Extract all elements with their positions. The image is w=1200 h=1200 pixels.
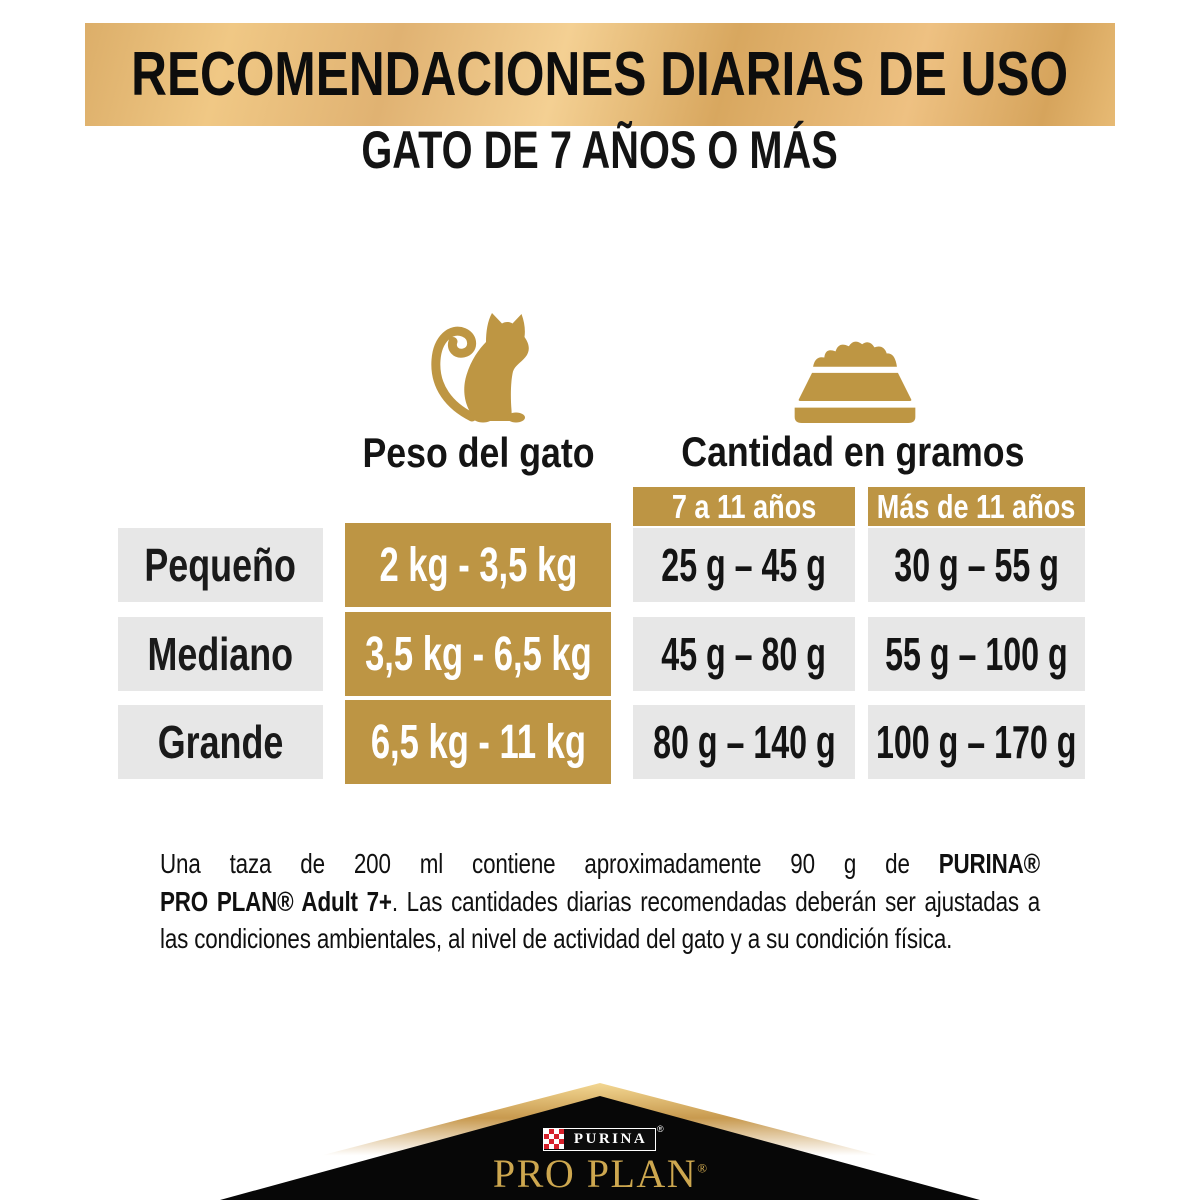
weight-column-header-label: Peso del gato [362, 429, 596, 476]
age-column-11-plus: Más de 11 años [868, 487, 1085, 526]
table-row-1-size-cell: Pequeño [118, 528, 323, 602]
page-subtitle: GATO DE 7 AÑOS O MÁS [361, 120, 839, 180]
serving-note-line-1: Una taza de 200 ml contiene aproximadame… [160, 845, 1040, 883]
row-3-size-label: Grande [157, 716, 284, 768]
note-text: . Las cantidades diarias recomendadas de… [391, 885, 1041, 917]
table-row-3-size-cell: Grande [118, 705, 323, 779]
row-3-amount-11-plus-value: 100 g – 170 g [876, 716, 1077, 768]
proplan-registered-mark: ® [697, 1160, 708, 1176]
table-row-3-amount-7-11-cell: 80 g – 140 g [633, 705, 855, 779]
age-column-7-11: 7 a 11 años [633, 487, 855, 526]
weight-column-header: Peso del gato [329, 429, 629, 476]
subtitle-row: GATO DE 7 AÑOS O MÁS [0, 120, 1200, 180]
table-row-2-amount-11-plus-cell: 55 g – 100 g [868, 617, 1085, 691]
table-row-1-amount-11-plus-cell: 30 g – 55 g [868, 528, 1085, 602]
brand-proplan-text: PRO PLAN® Adult 7+ [160, 885, 392, 917]
row-3-weight-value: 6,5 kg - 11 kg [370, 715, 586, 769]
purina-logo: PURINA [543, 1128, 656, 1151]
serving-note-line-3: las condiciones ambientales, al nivel de… [160, 923, 953, 954]
table-row-2-weight-cell: 3,5 kg - 6,5 kg [345, 612, 611, 696]
row-2-amount-11-plus-value: 55 g – 100 g [885, 628, 1068, 680]
serving-note-line-2: PRO PLAN® Adult 7+. Las cantidades diari… [160, 883, 1040, 921]
row-3-amount-7-11-value: 80 g – 140 g [652, 716, 836, 768]
table-row-3-amount-11-plus-cell: 100 g – 170 g [868, 705, 1085, 779]
table-row-2-amount-7-11-cell: 45 g – 80 g [633, 617, 855, 691]
row-2-weight-value: 3,5 kg - 6,5 kg [364, 627, 592, 681]
food-bowl-icon [794, 341, 916, 423]
age-column-11-plus-label: Más de 11 años [877, 487, 1076, 525]
row-1-size-label: Pequeño [144, 539, 297, 591]
age-column-7-11-label: 7 a 11 años [671, 487, 817, 525]
proplan-text: PRO PLAN [492, 1151, 698, 1196]
purina-checkerboard-icon [544, 1129, 564, 1149]
row-2-size-label: Mediano [147, 628, 294, 680]
brand-purina-text: PURINA® [938, 848, 1040, 879]
note-text: Una taza de 200 ml contiene aproximadame… [160, 848, 939, 879]
amount-column-header-label: Cantidad en gramos [681, 428, 1025, 475]
table-row-1-amount-7-11-cell: 25 g – 45 g [633, 528, 855, 602]
purina-registered-mark: ® [657, 1124, 664, 1134]
title-banner: RECOMENDACIONES DIARIAS DE USO [85, 23, 1115, 126]
serving-note: Una taza de 200 ml contiene aproximadame… [160, 845, 1040, 958]
row-1-amount-7-11-value: 25 g – 45 g [661, 539, 827, 591]
page-title: RECOMENDACIONES DIARIAS DE USO [131, 40, 1069, 109]
purina-wordmark: PURINA [573, 1131, 648, 1147]
table-row-2-size-cell: Mediano [118, 617, 323, 691]
cat-icon [431, 313, 529, 423]
table-row-3-weight-cell: 6,5 kg - 11 kg [345, 700, 611, 784]
proplan-wordmark: PRO PLAN® [0, 1150, 1200, 1197]
row-1-amount-11-plus-value: 30 g – 55 g [894, 539, 1059, 591]
table-row-1-weight-cell: 2 kg - 3,5 kg [345, 523, 611, 607]
row-2-amount-7-11-value: 45 g – 80 g [661, 628, 827, 680]
amount-column-header: Cantidad en gramos [653, 428, 1053, 476]
row-1-weight-value: 2 kg - 3,5 kg [379, 538, 577, 592]
